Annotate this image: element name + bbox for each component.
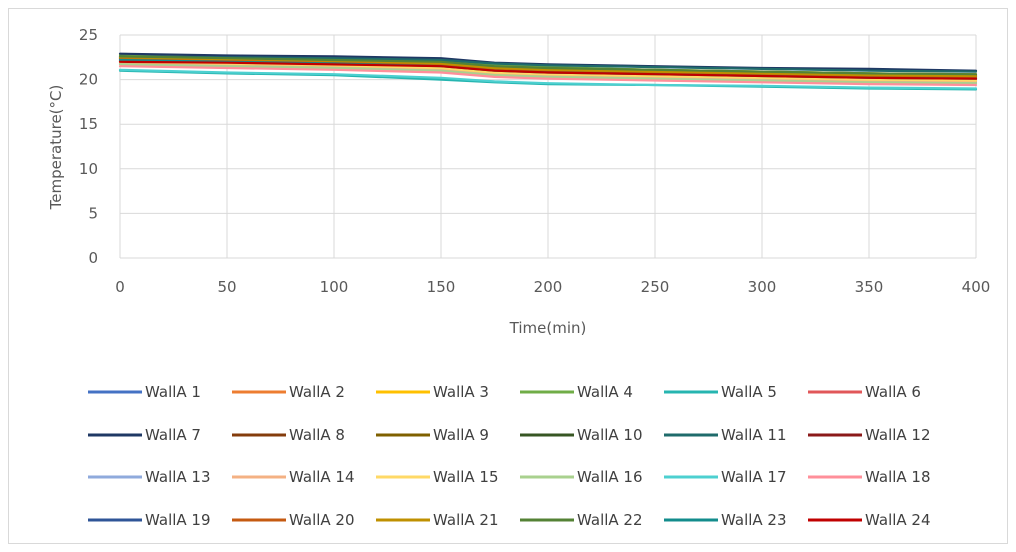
legend-label: WallA 12 <box>865 426 931 444</box>
legend-label: WallA 20 <box>289 511 355 529</box>
legend-label: WallA 1 <box>145 383 201 401</box>
y-tick-label: 5 <box>88 204 98 222</box>
legend-label: WallA 3 <box>433 383 489 401</box>
legend-label: WallA 6 <box>865 383 921 401</box>
x-tick-label: 50 <box>217 278 236 296</box>
legend-label: WallA 18 <box>865 468 931 486</box>
x-axis-ticks: 0 50 100 150 200 250 300 350 400 <box>115 278 990 296</box>
y-tick-label: 15 <box>79 115 98 133</box>
series-lines <box>118 52 978 91</box>
legend-label: WallA 5 <box>721 383 777 401</box>
legend: WallA 1 WallA 2 WallA 3 WallA 4 WallA 5 WallA… <box>88 383 931 529</box>
legend-label: WallA 17 <box>721 468 787 486</box>
x-tick-label: 200 <box>534 278 563 296</box>
y-axis-title: Temperature(°C) <box>47 85 65 211</box>
legend-label: WallA 9 <box>433 426 489 444</box>
x-tick-label: 300 <box>748 278 777 296</box>
legend-label: WallA 13 <box>145 468 211 486</box>
legend-label: WallA 23 <box>721 511 787 529</box>
legend-label: WallA 21 <box>433 511 499 529</box>
legend-label: WallA 10 <box>577 426 643 444</box>
x-tick-label: 150 <box>427 278 456 296</box>
series-line-11 <box>118 55 978 73</box>
legend-label: WallA 14 <box>289 468 355 486</box>
series-line-22 <box>118 55 978 76</box>
legend-label: WallA 15 <box>433 468 499 486</box>
legend-label: WallA 8 <box>289 426 345 444</box>
x-axis-title: Time(min) <box>509 319 587 337</box>
x-tick-label: 400 <box>962 278 991 296</box>
x-tick-label: 350 <box>855 278 884 296</box>
series-line-17 <box>118 68 978 90</box>
x-tick-label: 100 <box>320 278 349 296</box>
legend-label: WallA 16 <box>577 468 643 486</box>
x-tick-label: 0 <box>115 278 125 296</box>
legend-label: WallA 22 <box>577 511 643 529</box>
series-line-16 <box>118 63 978 85</box>
legend-label: WallA 2 <box>289 383 345 401</box>
y-tick-label: 20 <box>79 71 98 89</box>
series-line-24 <box>118 60 978 80</box>
y-tick-label: 10 <box>79 160 98 178</box>
legend-label: WallA 7 <box>145 426 201 444</box>
legend-label: WallA 19 <box>145 511 211 529</box>
legend-label: WallA 24 <box>865 511 931 529</box>
y-tick-label: 25 <box>79 26 98 44</box>
x-tick-label: 250 <box>641 278 670 296</box>
legend-label: WallA 11 <box>721 426 787 444</box>
chart-frame <box>8 8 1008 544</box>
legend-label: WallA 4 <box>577 383 633 401</box>
y-axis-ticks: 0 5 10 15 20 25 <box>79 26 98 267</box>
y-tick-label: 0 <box>88 249 98 267</box>
series-line-18 <box>118 65 978 87</box>
